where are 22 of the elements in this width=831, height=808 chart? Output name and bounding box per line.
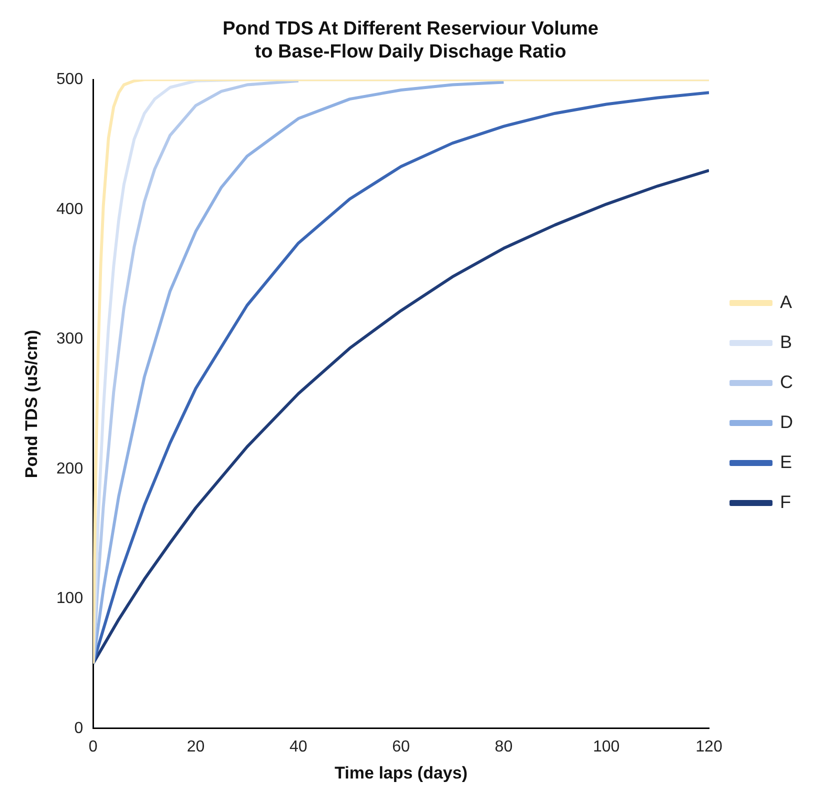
legend-label: E (780, 452, 792, 472)
x-tick-label: 0 (88, 738, 98, 756)
legend-label: F (780, 492, 791, 512)
legend-label: C (780, 372, 793, 392)
x-tick-label: 120 (696, 738, 722, 756)
chart-title: Pond TDS At Different Reserviour Volume to Base-Flow Daily Dischage Ratio (222, 18, 598, 62)
y-tick-label: 100 (56, 590, 84, 608)
x-axis-title: Time laps (days) (334, 763, 468, 782)
x-tick-label: 40 (290, 738, 308, 756)
legend-label: D (780, 412, 793, 432)
x-tick-label: 20 (186, 738, 205, 756)
x-tick-label: 80 (494, 738, 513, 756)
legend-label: A (780, 292, 792, 312)
legend-label: B (780, 332, 792, 352)
x-tick-label: 60 (392, 738, 410, 756)
y-tick-label: 500 (56, 71, 84, 88)
y-tick-label: 200 (56, 460, 84, 478)
y-tick-label: 400 (56, 200, 84, 218)
y-tick-label: 0 (74, 720, 84, 737)
x-tick-label: 100 (593, 738, 620, 756)
y-tick-label: 300 (56, 330, 84, 348)
y-axis-title: Pond TDS (uS/cm) (22, 330, 41, 478)
